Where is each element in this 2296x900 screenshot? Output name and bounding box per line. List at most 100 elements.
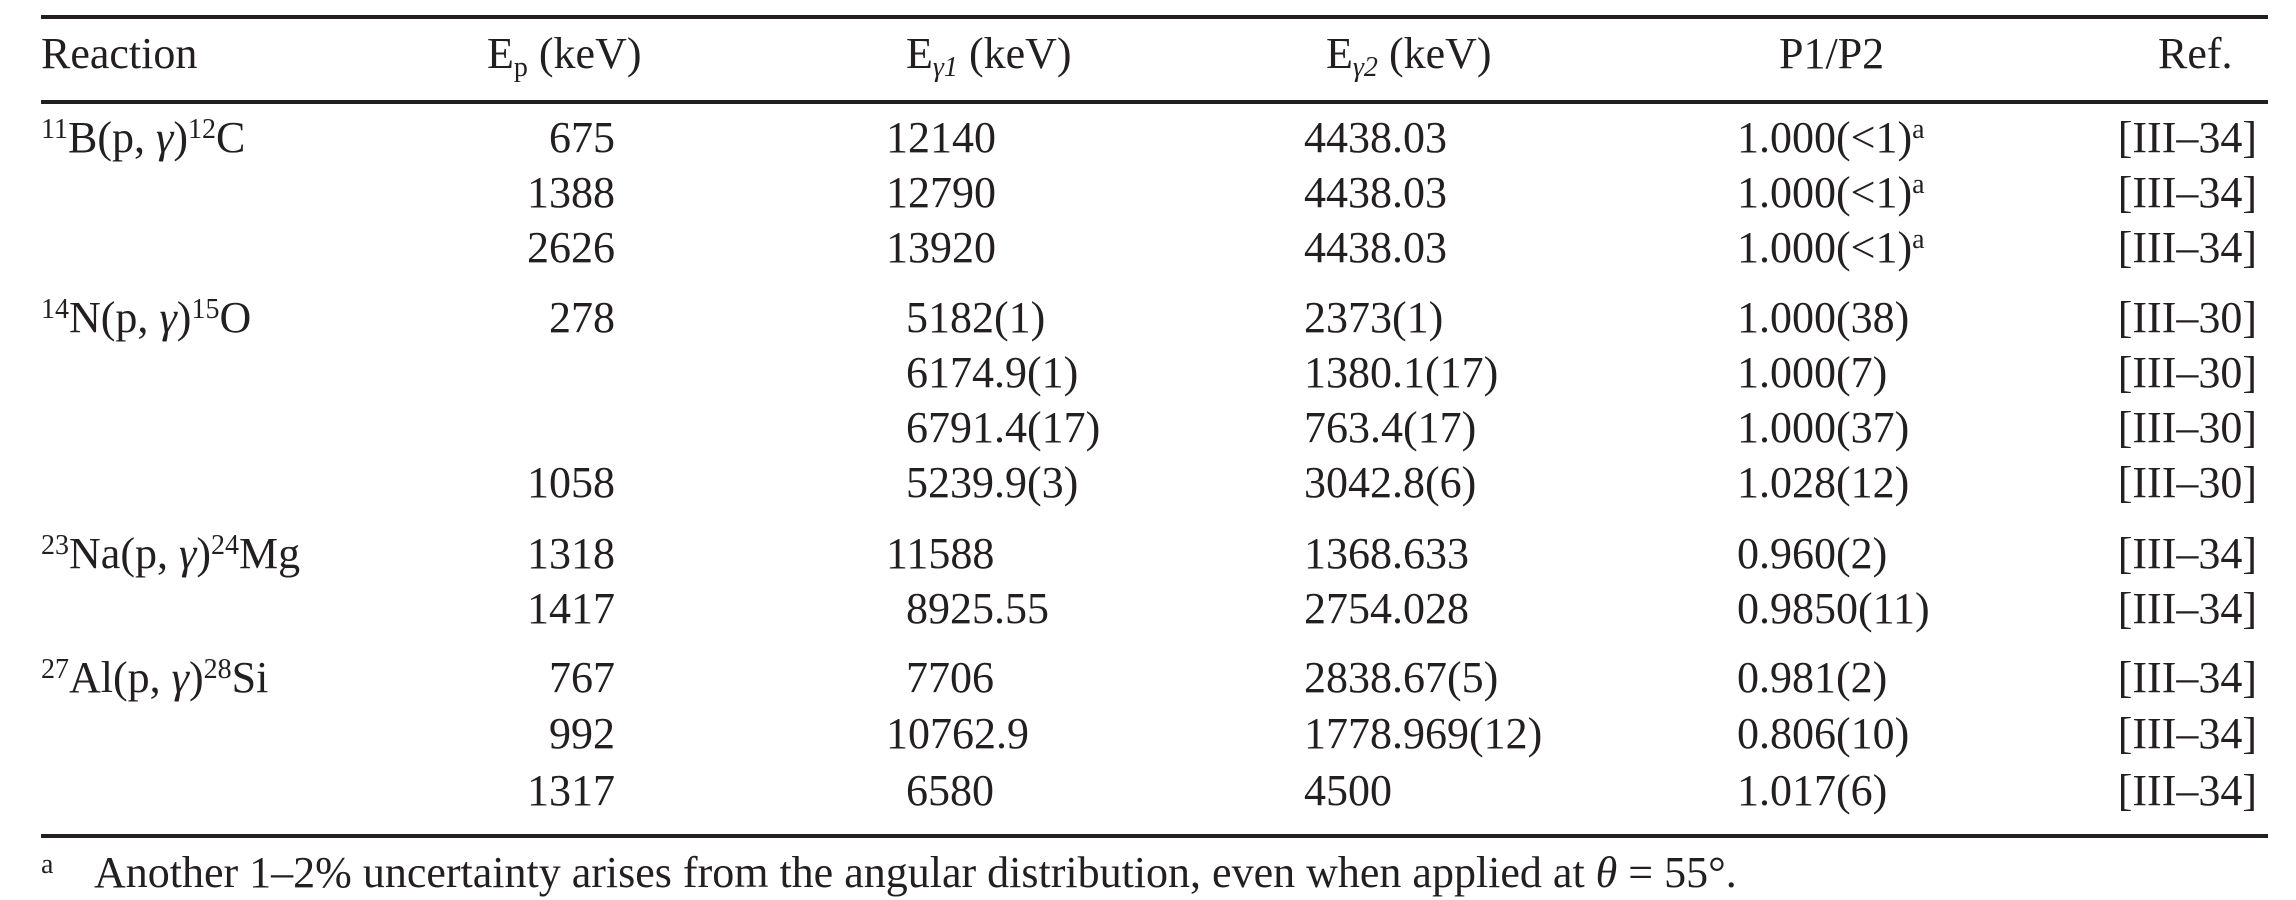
ref-cell: [III–34]: [2117, 223, 2257, 272]
gamma-symbol: γ: [159, 293, 177, 342]
egamma2-cell: 3042.8(6): [1304, 458, 1477, 507]
mass-number: 24: [210, 530, 239, 561]
ratio-cell: 0.806(10): [1737, 706, 1909, 761]
egamma2-cell: 2373(1): [1304, 293, 1444, 342]
header-ep: Ep (keV): [487, 26, 642, 82]
ratio-cell: 1.000(37): [1737, 400, 1909, 455]
egamma1-cell: 6791.4(17): [906, 403, 1101, 452]
header-rule: [41, 100, 2268, 104]
egamma2-cell: 4438.03: [1304, 113, 1447, 162]
channel-text: (p,: [97, 113, 156, 162]
product-nucleus: C: [215, 113, 246, 162]
ep-cell: 1318: [527, 529, 615, 578]
ref-cell: [III–30]: [2117, 348, 2257, 397]
footnote-mark: a: [41, 849, 54, 880]
footnote-text-part: Another 1–2% uncertainty arises from the…: [94, 848, 1596, 897]
egamma1-cell: 6174.9(1): [906, 348, 1079, 397]
table-row: 23Na(p, γ)24Mg 1318 11588 1368.633 0.960(2) […: [0, 526, 2296, 581]
ref-cell: [III–34]: [2117, 584, 2257, 633]
table-row: 1058 5239.9(3) 3042.8(6) 1.028(12) [III–30]: [0, 455, 2296, 510]
ratio-value: 1.000(7): [1737, 348, 1888, 397]
header-label: P1/P2: [1779, 29, 1885, 78]
header-reaction: Reaction: [41, 26, 197, 81]
footnote: a: [41, 845, 53, 900]
egamma1-cell: 7706: [906, 653, 994, 702]
egamma1-cell: 5239.9(3): [906, 458, 1079, 507]
header-label: Reaction: [41, 29, 198, 78]
egamma2-cell: 1778.969(12): [1304, 709, 1543, 758]
header-egamma1: Eγ1 (keV): [906, 26, 1072, 83]
footnote-ref: a: [1912, 224, 1925, 255]
top-rule: [41, 15, 2268, 19]
ep-cell: 278: [549, 293, 615, 342]
table-row: 1317 6580 4500 1.017(6) [III–34]: [0, 763, 2296, 818]
target-nucleus: B: [67, 113, 98, 162]
reaction-label: 11B(p, γ)12C: [41, 110, 245, 165]
ratio-value: 1.000(<1): [1737, 168, 1913, 217]
table-row: 992 10762.9 1778.969(12) 0.806(10) [III–34]: [0, 706, 2296, 761]
ratio-value: 1.000(37): [1737, 403, 1910, 452]
ref-cell: [III–30]: [2117, 293, 2257, 342]
reaction-label: 23Na(p, γ)24Mg: [41, 526, 300, 581]
ratio-value: 1.000(<1): [1737, 113, 1913, 162]
ep-cell: 1417: [527, 584, 615, 633]
ratio-cell: 1.000(<1)a: [1737, 165, 1925, 220]
egamma2-cell: 1368.633: [1304, 529, 1469, 578]
ref-cell: [III–34]: [2117, 709, 2257, 758]
channel-text: (p,: [113, 653, 172, 702]
egamma2-cell: 1380.1(17): [1304, 348, 1499, 397]
target-nucleus: N: [69, 293, 101, 342]
egamma1-cell: 11588: [886, 529, 995, 578]
product-nucleus: O: [219, 293, 252, 342]
mass-number: 28: [203, 654, 232, 685]
ep-cell: 2626: [527, 223, 615, 272]
ratio-cell: 1.000(<1)a: [1737, 110, 1925, 165]
mass-number: 11: [41, 114, 68, 145]
egamma1-cell: 13920: [886, 223, 996, 272]
channel-text: ): [189, 653, 204, 702]
target-nucleus: Na: [69, 529, 121, 578]
ratio-value: 0.806(10): [1737, 709, 1910, 758]
egamma2-cell: 2838.67(5): [1304, 653, 1499, 702]
ep-cell: 767: [549, 653, 615, 702]
mass-number: 15: [191, 294, 220, 325]
ref-cell: [III–34]: [2117, 653, 2257, 702]
product-nucleus: Mg: [238, 529, 301, 578]
header-egamma2: Eγ2 (keV): [1326, 26, 1492, 82]
footnote-text: Another 1–2% uncertainty arises from the…: [94, 845, 1737, 900]
header-unit: (keV): [527, 29, 642, 78]
product-nucleus: Si: [231, 653, 269, 702]
header-unit: (keV): [1377, 29, 1492, 78]
ratio-value: 0.960(2): [1737, 529, 1888, 578]
gamma-symbol: γ: [178, 529, 197, 578]
ratio-value: 0.9850(11): [1737, 584, 1930, 633]
channel-text: (p,: [120, 529, 179, 578]
ratio-cell: 0.960(2): [1737, 526, 1887, 581]
ratio-cell: 1.028(12): [1737, 455, 1909, 510]
gamma-symbol: γ: [171, 653, 189, 702]
egamma2-cell: 4500: [1304, 766, 1392, 815]
ratio-value: 1.000(38): [1737, 293, 1910, 342]
egamma1-cell: 12140: [886, 113, 996, 162]
channel-text: ): [196, 529, 211, 578]
header-label: E: [906, 29, 933, 78]
bottom-rule: [41, 834, 2268, 838]
egamma2-cell: 763.4(17): [1304, 403, 1477, 452]
ratio-cell: 1.000(<1)a: [1737, 220, 1925, 275]
header-label: Ref.: [2158, 29, 2233, 78]
ref-cell: [III–34]: [2117, 529, 2257, 578]
header-subscript: γ1: [932, 52, 958, 83]
ep-cell: 1388: [527, 168, 615, 217]
channel-text: ): [173, 113, 188, 162]
egamma1-cell: 5182(1): [906, 293, 1046, 342]
egamma1-cell: 12790: [886, 168, 996, 217]
mass-number: 27: [41, 654, 69, 685]
table-row: 2626 13920 4438.03 1.000(<1)a [III–34]: [0, 220, 2296, 275]
egamma1-cell: 10762.9: [886, 709, 1029, 758]
header-unit: (keV): [957, 29, 1072, 78]
reaction-label: 14N(p, γ)15O: [41, 290, 251, 345]
mass-number: 12: [187, 114, 216, 145]
footnote-ref: a: [1912, 169, 1925, 200]
ep-cell: 675: [549, 113, 615, 162]
footnote-ref: a: [1912, 114, 1925, 145]
